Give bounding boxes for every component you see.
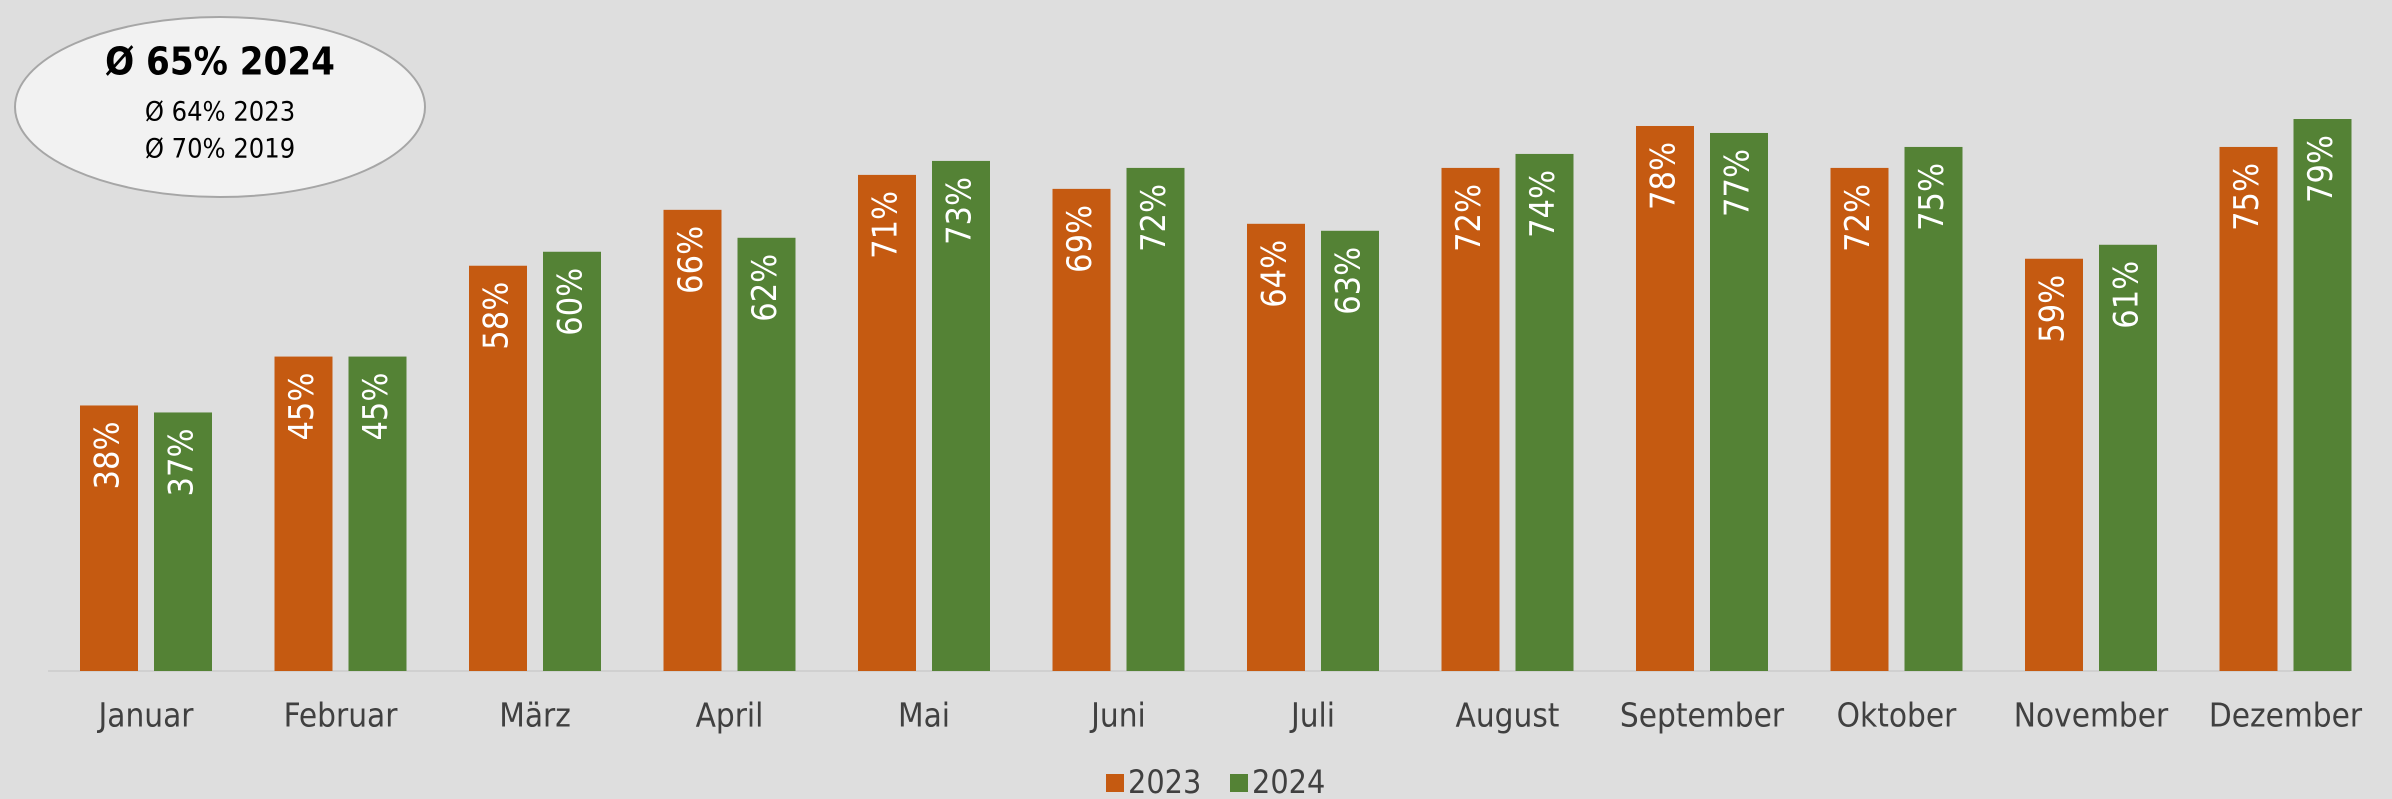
value-label: 77% [1718, 149, 1758, 217]
bar [2293, 119, 2352, 671]
bar [663, 209, 722, 671]
value-label: 74% [1523, 170, 1563, 238]
value-label: 72% [1838, 184, 1878, 252]
legend-swatch [1106, 774, 1124, 792]
bar [2025, 258, 2083, 671]
bar [2219, 146, 2278, 672]
legend-swatch [1230, 774, 1248, 792]
bar [1052, 188, 1111, 671]
x-tick-label: Oktober [1837, 696, 1957, 735]
bar [348, 356, 407, 671]
value-label: 71% [866, 191, 906, 259]
legend-label: 2024 [1252, 763, 1325, 799]
x-tick-label: Juli [1289, 696, 1335, 735]
x-tick-label: April [696, 696, 764, 735]
value-label: 66% [671, 226, 711, 294]
bar [1247, 223, 1305, 671]
x-tick-label: August [1456, 696, 1560, 735]
x-tick-label: März [499, 696, 571, 735]
value-label: 79% [2301, 135, 2341, 203]
x-tick-label: Dezember [2209, 696, 2363, 735]
value-label: 59% [2033, 275, 2073, 343]
value-label: 62% [745, 254, 785, 322]
x-tick-label: Januar [97, 696, 195, 735]
annotation-main: Ø 65% 2024 [105, 40, 335, 84]
bar [1515, 153, 1574, 671]
value-label: 63% [1329, 247, 1369, 315]
bar [1904, 146, 1963, 672]
value-label: 69% [1060, 205, 1100, 273]
annotation: Ø 70% 2019 [145, 134, 295, 165]
bar [1636, 125, 1694, 671]
bar [274, 356, 333, 671]
x-tick-label: Juni [1089, 696, 1146, 735]
value-label: 58% [477, 282, 517, 350]
value-label: 78% [1644, 142, 1684, 210]
value-label: 38% [88, 421, 128, 489]
bar [1710, 132, 1768, 672]
bar [2099, 244, 2157, 671]
annotation: Ø 64% 2023 [145, 97, 295, 128]
value-label: 45% [282, 373, 322, 441]
summary-ellipse [14, 16, 426, 198]
value-label: 61% [2107, 261, 2147, 329]
bar [80, 405, 138, 671]
value-label: 45% [356, 373, 396, 441]
value-label: 37% [162, 428, 202, 496]
x-tick-label: September [1620, 696, 1785, 735]
legend-label: 2023 [1128, 763, 1201, 799]
bar [1441, 167, 1500, 672]
bar [543, 251, 601, 671]
bar [1830, 167, 1889, 672]
value-label: 64% [1255, 240, 1295, 308]
bar [1321, 230, 1379, 671]
bar [858, 174, 916, 671]
value-label: 72% [1449, 184, 1489, 252]
bar [932, 160, 990, 671]
bar [737, 237, 796, 672]
bar [469, 265, 527, 671]
value-label: 75% [2227, 163, 2267, 231]
value-label: 72% [1134, 184, 1174, 252]
value-label: 75% [1912, 163, 1952, 231]
x-tick-label: Mai [898, 696, 950, 735]
value-label: 60% [551, 268, 591, 336]
bar [1126, 167, 1185, 672]
x-tick-label: Februar [284, 696, 399, 735]
x-tick-label: November [2014, 696, 2169, 735]
bar [154, 412, 212, 671]
value-label: 73% [940, 177, 980, 245]
